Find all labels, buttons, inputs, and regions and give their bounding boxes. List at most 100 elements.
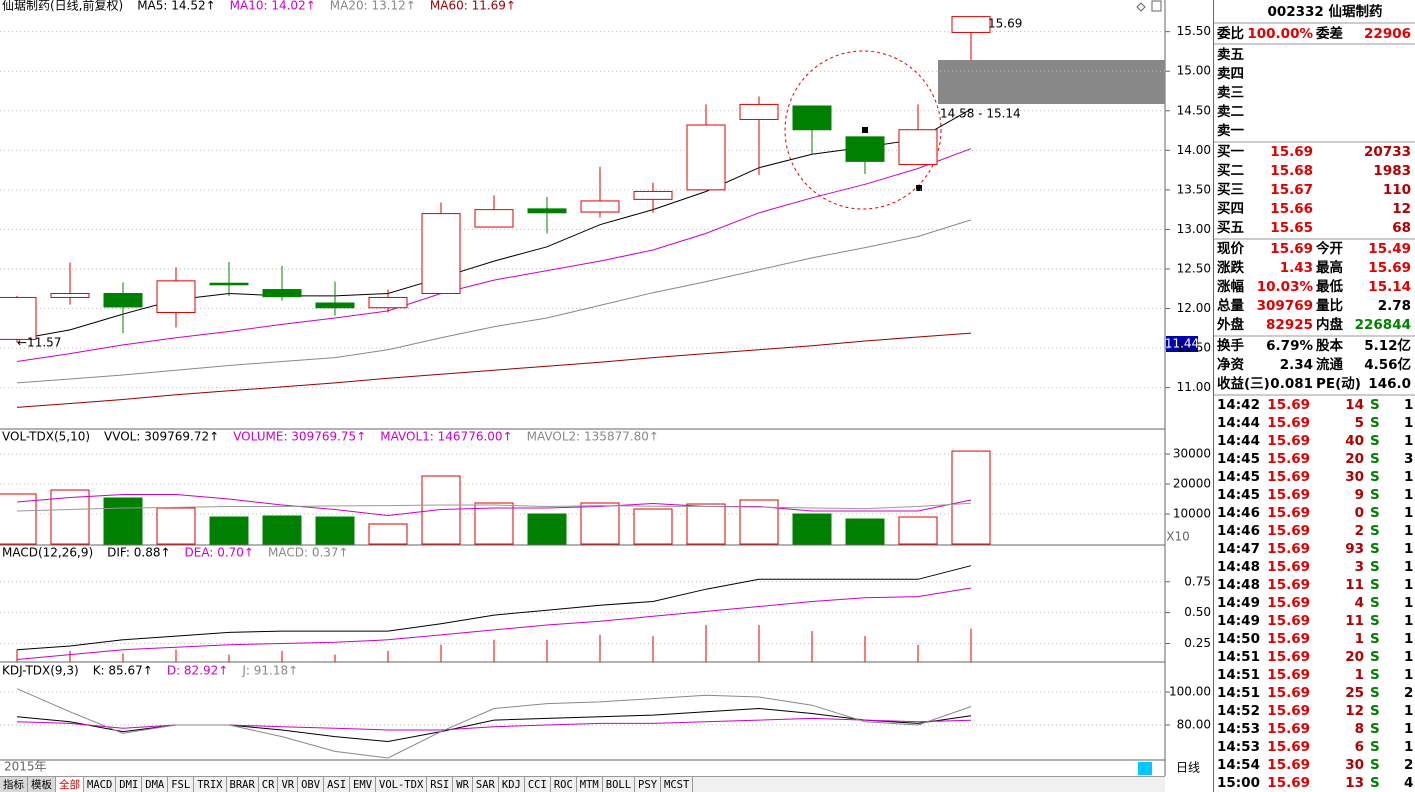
indicator-label: D: 82.92↑ — [167, 664, 229, 678]
trade-price: 15.69 — [1267, 685, 1310, 701]
tab[interactable]: BOLL — [603, 777, 636, 792]
quote-label: 现价 — [1217, 241, 1245, 257]
indicator-line — [16, 565, 972, 651]
trade-side: S — [1370, 775, 1380, 791]
tab[interactable]: KDJ — [499, 777, 525, 792]
quote-label: 卖四 — [1217, 65, 1244, 82]
candle-body — [739, 103, 779, 120]
trade-time: 15:00 — [1217, 775, 1260, 791]
tab[interactable]: VOL-TDX — [376, 777, 428, 792]
volume-bar — [262, 515, 302, 545]
trade-time: 14:46 — [1217, 523, 1260, 539]
volume-bar — [845, 518, 885, 545]
stock-title: 002332 仙琚制药 — [1267, 3, 1382, 20]
trade-volume: 8 — [1355, 721, 1364, 737]
tab[interactable]: CCI — [525, 777, 551, 792]
quote-value: 4.56亿 — [1364, 356, 1411, 373]
quote-label: 总量 — [1217, 297, 1245, 314]
candle-body — [633, 190, 673, 200]
indicator-label: 仙琚制药(日线,前复权) — [2, 0, 123, 13]
tab[interactable]: EMV — [350, 777, 377, 792]
candle-body — [474, 209, 514, 228]
tab[interactable]: 模板 — [28, 777, 56, 792]
tab[interactable]: VR — [278, 777, 299, 792]
indicator-label: DIF: 0.88↑ — [107, 546, 170, 560]
indicator-label: MA60: 11.69↑ — [430, 0, 516, 13]
tab[interactable]: CR — [259, 777, 279, 792]
y-tick-label: 11.50 — [1177, 341, 1211, 355]
quote-value: 0.081 — [1270, 376, 1313, 392]
tab[interactable]: MCST — [661, 777, 694, 792]
tab[interactable]: DMA — [142, 777, 169, 792]
tab[interactable]: MTM — [577, 777, 603, 792]
y-tick-label: 12.50 — [1177, 261, 1211, 275]
candle-body — [50, 293, 90, 298]
quote-value: 5.12亿 — [1364, 337, 1411, 354]
trade-count: 1 — [1404, 631, 1413, 647]
quote-value: 22906 — [1364, 26, 1411, 42]
trade-side: S — [1370, 433, 1380, 449]
indicator-label: MACD(12,26,9) — [2, 546, 93, 560]
quote-label: 收益(三) — [1217, 375, 1270, 392]
tab[interactable]: FSL — [168, 777, 195, 792]
tab[interactable]: TRIX — [194, 777, 227, 792]
trade-price: 15.69 — [1267, 667, 1310, 683]
quote-price: 15.66 — [1270, 201, 1313, 217]
y-tick-label: 80.00 — [1177, 718, 1211, 732]
candle-body — [527, 208, 567, 214]
candle-body — [156, 280, 196, 313]
trade-count: 2 — [1404, 757, 1413, 773]
candle-body — [580, 200, 620, 213]
trade-side: S — [1370, 685, 1380, 701]
quote-price: 15.68 — [1270, 163, 1313, 179]
trade-count: 1 — [1404, 577, 1413, 593]
indicator-line — [16, 587, 972, 660]
volume-bar — [315, 516, 355, 545]
trade-time: 14:48 — [1217, 577, 1260, 593]
tab[interactable]: OBV — [298, 777, 325, 792]
trade-volume: 30 — [1345, 469, 1364, 485]
quote-volume: 12 — [1392, 201, 1411, 217]
indicator-label: VVOL: 309769.72↑ — [104, 430, 219, 444]
trade-time: 14:51 — [1217, 685, 1260, 701]
tab-bar: 指标 模板 全部 MACD DMI DMA FSL TRIX BRAR CR VR OBV ASI EMV… — [0, 776, 1165, 792]
tab[interactable]: PSY — [635, 777, 662, 792]
quote-label: 今开 — [1316, 240, 1344, 257]
tab[interactable]: SAR — [473, 777, 499, 792]
trade-price: 15.69 — [1267, 433, 1310, 449]
trade-time: 14:48 — [1217, 559, 1260, 575]
tab[interactable]: BRAR — [227, 777, 259, 792]
trade-volume: 12 — [1345, 703, 1364, 719]
trade-count: 1 — [1404, 739, 1413, 755]
indicator-label: VOLUME: 309769.75↑ — [233, 430, 366, 444]
trade-count: 1 — [1404, 667, 1413, 683]
tab[interactable]: RSI — [427, 777, 454, 792]
trade-side: S — [1370, 631, 1380, 647]
scroll-button[interactable] — [1138, 762, 1152, 775]
tab[interactable]: ROC — [551, 777, 577, 792]
candle-body — [103, 293, 143, 308]
volume-bar — [580, 502, 620, 545]
trade-price: 15.69 — [1267, 397, 1310, 413]
indicator-label: KDJ-TDX(9,3) — [2, 664, 79, 678]
volume-bar — [951, 450, 991, 545]
trade-time: 14:53 — [1217, 739, 1260, 755]
marker — [862, 127, 868, 133]
y-tick-label: 10000 — [1173, 507, 1211, 521]
icon[interactable] — [1136, 2, 1146, 12]
tab[interactable]: 指标 — [0, 777, 28, 792]
tab[interactable]: ASI — [324, 777, 351, 792]
tab[interactable]: DMI — [116, 777, 143, 792]
icon[interactable] — [1151, 0, 1162, 12]
trade-price: 15.69 — [1267, 451, 1310, 467]
indicator-label: K: 85.67↑ — [93, 664, 153, 678]
quote-volume: 68 — [1392, 220, 1411, 236]
tab[interactable]: 全部 — [56, 777, 84, 792]
trade-count: 1 — [1404, 595, 1413, 611]
quote-label: 最高 — [1316, 259, 1343, 276]
y-tick-label: 15.00 — [1177, 64, 1211, 78]
tab[interactable]: WR — [453, 777, 473, 792]
tab[interactable]: MACD — [84, 777, 117, 792]
quote-value: 10.03% — [1257, 279, 1314, 295]
